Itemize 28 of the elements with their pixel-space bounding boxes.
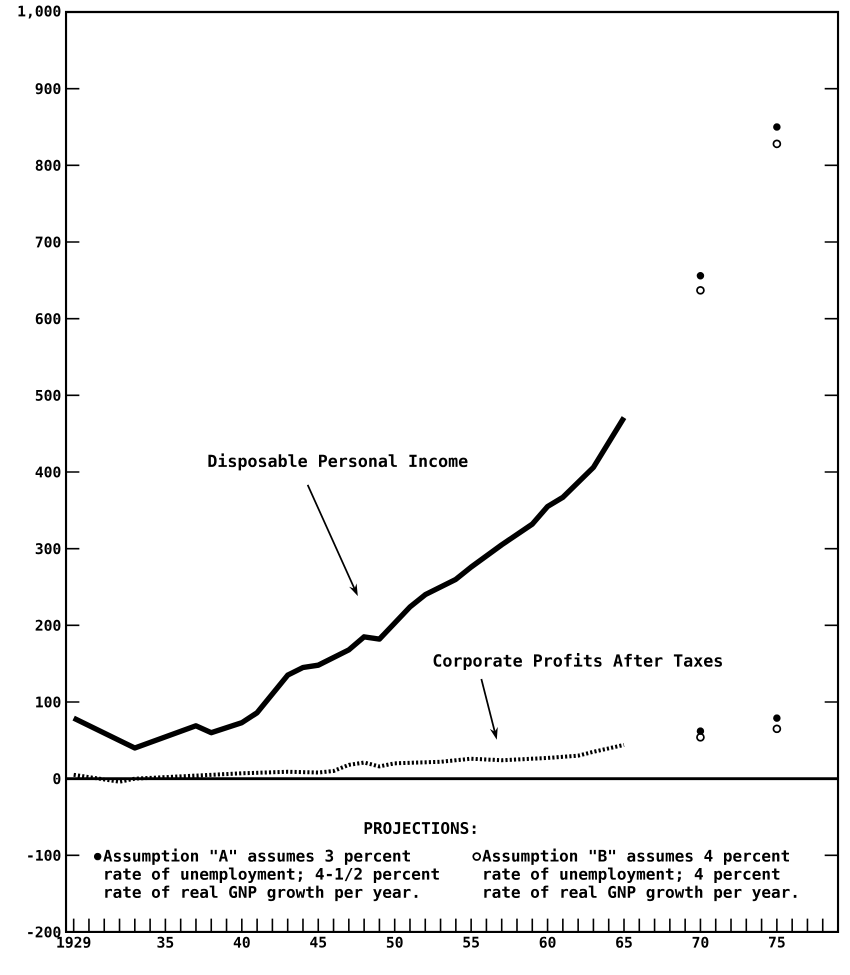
x-tick-label: 1929 [57, 936, 90, 948]
y-tick-label: -100 [28, 850, 60, 861]
y-tick-label: 900 [36, 83, 60, 94]
x-tick-label: 60 [540, 936, 556, 948]
y-tick-label: 200 [36, 620, 60, 631]
y-tick-label: 1,000 [18, 6, 60, 18]
annotation: Disposable Personal Income [208, 453, 468, 470]
x-tick-label: 40 [234, 936, 250, 948]
x-tick-label: 50 [386, 936, 403, 948]
annotation: Corporate Profits After Taxes [434, 653, 722, 670]
y-tick-label: 0 [53, 773, 60, 784]
y-tick-label: 300 [36, 543, 60, 554]
legend-label: Assumption "B" assumes 4 percent rate of unemployment; 4 percent rate of real GNP growth per year. [482, 848, 796, 902]
y-tick-label: 400 [36, 466, 60, 478]
y-tick-label: -200 [28, 926, 60, 938]
y-tick-label: 100 [36, 696, 60, 708]
x-tick-label: 75 [769, 936, 785, 948]
x-tick-label: 55 [463, 936, 479, 948]
y-tick-label: 500 [36, 390, 60, 401]
legend-label: Assumption "A" assumes 3 percent rate of unemployment; 4-1/2 percent rate of real GNP growth per year. [103, 848, 439, 902]
x-tick-label: 70 [692, 936, 708, 948]
legend-title: PROJECTIONS: [364, 822, 476, 834]
x-tick-label: 45 [310, 936, 326, 948]
x-tick-label: 35 [157, 936, 174, 948]
y-tick-label: 800 [36, 160, 60, 171]
x-tick-label: 65 [616, 936, 632, 948]
y-tick-label: 600 [36, 313, 60, 324]
y-tick-label: 700 [36, 236, 60, 248]
